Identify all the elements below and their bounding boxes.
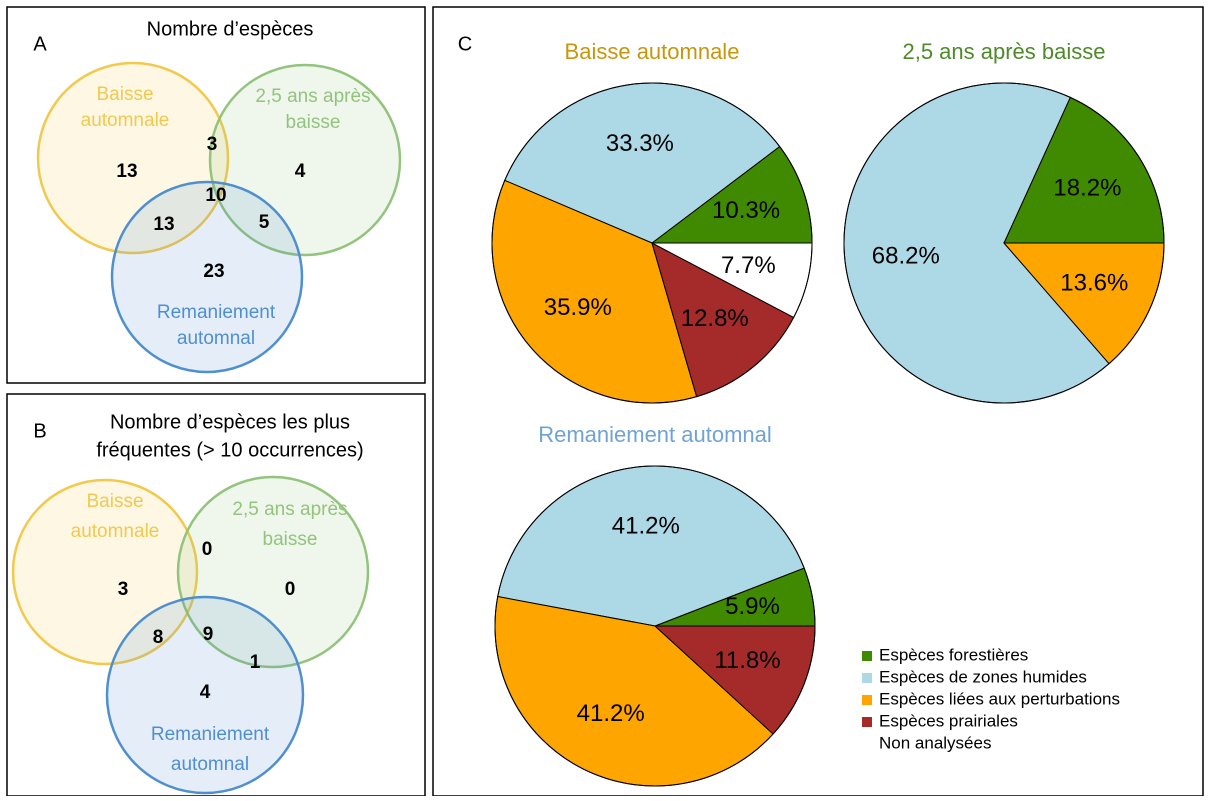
legend-swatch <box>862 717 872 727</box>
pie-outline <box>494 465 816 787</box>
panel-label: B <box>33 420 46 442</box>
venn-title: fréquentes (> 10 occurrences) <box>96 439 363 461</box>
region-count: 3 <box>118 579 129 600</box>
region-count: 0 <box>285 579 296 600</box>
slice-label: 41.2% <box>577 700 645 727</box>
region-count: 9 <box>203 624 214 645</box>
legend-swatch <box>862 739 872 749</box>
region-count: 5 <box>259 212 270 233</box>
slice-label: 10.3% <box>712 197 780 224</box>
legend-swatch <box>862 651 872 661</box>
slice-label: 13.6% <box>1060 269 1128 296</box>
set-label: Remaniement <box>157 302 276 323</box>
venn-circle <box>110 180 304 374</box>
slice-label: 7.7% <box>721 252 776 279</box>
set-label: automnale <box>71 521 160 542</box>
set-label: 2,5 ans après <box>232 499 347 520</box>
legend-label: Non analysées <box>879 733 991 752</box>
legend-label: Espèces prairiales <box>879 711 1018 730</box>
slice-label: 33.3% <box>606 130 674 157</box>
legend-swatch <box>862 695 872 705</box>
slice-label: 12.8% <box>681 305 749 332</box>
set-label: Baisse <box>86 491 143 512</box>
venn-circle <box>105 595 305 795</box>
slice-label: 35.9% <box>544 294 612 321</box>
slice-label: 68.2% <box>872 243 940 270</box>
slice-label: 5.9% <box>725 593 780 620</box>
venn-circle <box>176 475 370 669</box>
region-count: 13 <box>116 161 137 182</box>
legend-swatch <box>862 673 872 683</box>
region-count: 4 <box>295 161 306 182</box>
region-count: 3 <box>207 134 218 155</box>
pie-title: Remaniement automnal <box>538 422 772 447</box>
venn-title: Nombre d’espèces <box>147 18 314 40</box>
region-count: 4 <box>200 682 211 703</box>
set-label: baisse <box>286 112 341 133</box>
legend-label: Espèces de zones humides <box>879 667 1087 686</box>
region-count: 13 <box>153 214 174 235</box>
pie-title: 2,5 ans après baisse <box>902 39 1105 64</box>
venn-title: Nombre d’espèces les plus <box>110 411 350 433</box>
panel-label: A <box>33 33 47 55</box>
slice-label: 18.2% <box>1053 175 1121 202</box>
venn-circle <box>36 61 230 255</box>
set-label: Remaniement <box>151 724 270 745</box>
region-count: 0 <box>202 539 213 560</box>
panel-a-box <box>6 6 426 384</box>
pie-title: Baisse automnale <box>565 39 740 64</box>
pie-outline <box>491 82 813 404</box>
region-count: 10 <box>205 185 226 206</box>
set-label: automnal <box>171 754 249 775</box>
pie-outline <box>843 82 1165 404</box>
set-label: baisse <box>263 529 318 550</box>
set-label: automnal <box>177 328 255 349</box>
set-label: 2,5 ans après <box>255 86 370 107</box>
venn-circle <box>208 63 402 257</box>
legend-label: Espèces liées aux perturbations <box>879 689 1120 708</box>
region-count: 23 <box>203 261 224 282</box>
set-label: Baisse <box>96 84 153 105</box>
panel-label: C <box>458 33 472 55</box>
set-label: automnale <box>81 110 170 131</box>
slice-label: 11.8% <box>714 647 780 674</box>
region-count: 8 <box>153 627 164 648</box>
venn-circle <box>11 478 199 666</box>
region-count: 1 <box>250 652 261 673</box>
legend-label: Espèces forestières <box>879 645 1028 664</box>
slice-label: 41.2% <box>612 513 680 540</box>
